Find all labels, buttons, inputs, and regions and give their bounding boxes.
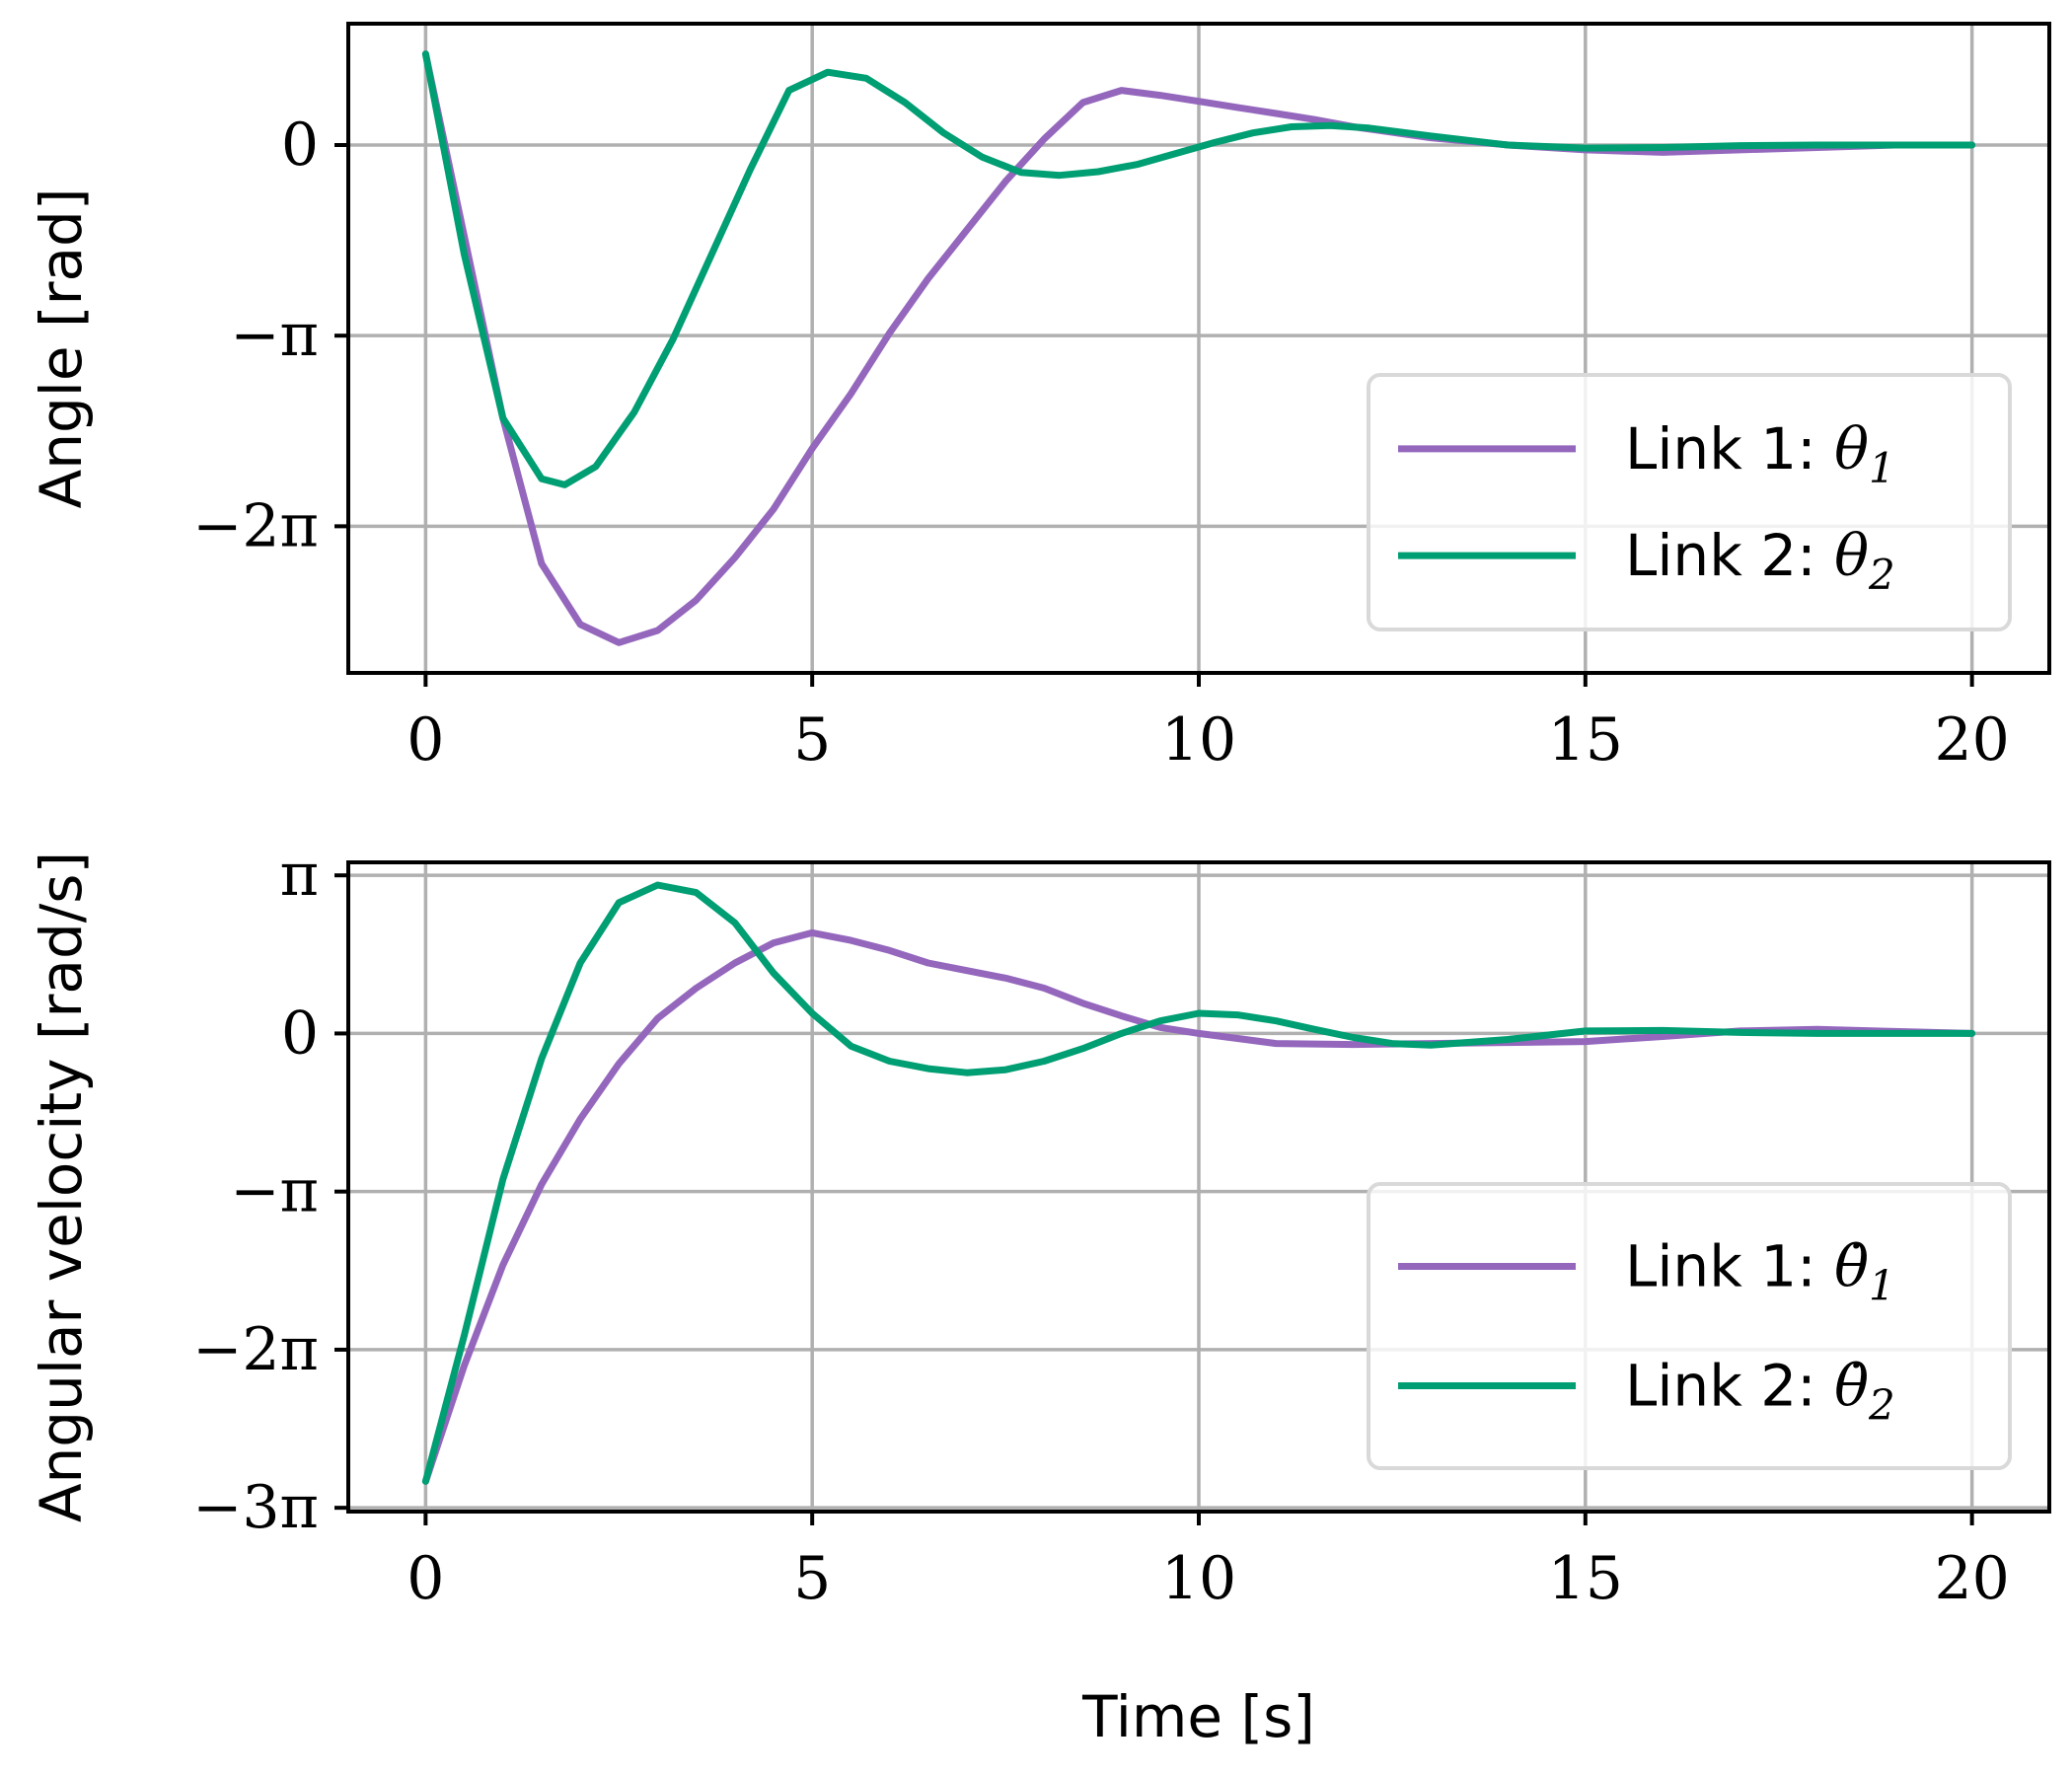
x-tick-label: 10: [1161, 705, 1236, 775]
x-axis-label: Time [s]: [1081, 1683, 1315, 1750]
legend-subscript: 2: [1868, 551, 1895, 599]
legend-symbol: θ̇: [1834, 1352, 1869, 1419]
legend-label-link-2: Link 2: θ2: [1625, 522, 1895, 599]
x-tick-label: 10: [1161, 1544, 1236, 1613]
y-axis-label: Angular velocity [rad/s]: [28, 851, 95, 1522]
legend-label-link-1: Link 1: θ1: [1625, 415, 1895, 492]
x-tick-label: 15: [1548, 1544, 1623, 1613]
legend-box: [1367, 373, 2012, 631]
y-tick-label: −π: [230, 1157, 319, 1226]
y-tick-label: −3π: [192, 1473, 319, 1542]
legend-symbol: θ̇: [1834, 1233, 1869, 1300]
legend-subscript: 1: [1869, 444, 1895, 492]
legend-label-link-2: Link 2: θ̇2: [1625, 1352, 1895, 1429]
x-tick-label: 5: [793, 705, 831, 775]
x-tick-label: 15: [1548, 705, 1623, 775]
legend-label-text: Link 2:: [1625, 522, 1834, 589]
legend-symbol: θ: [1834, 522, 1869, 589]
legend-label-text: Link 1:: [1625, 1233, 1834, 1300]
series-group: [421, 50, 1976, 646]
legend-label-link-1: Link 1: θ̇1: [1625, 1233, 1895, 1310]
series-line-link-1: [421, 928, 1976, 1485]
legend-box: [1367, 1182, 2012, 1470]
x-tick-label: 0: [407, 705, 444, 775]
legend-subscript: 1: [1869, 1262, 1895, 1310]
legend-subscript: 2: [1868, 1380, 1895, 1429]
y-tick-label: −2π: [192, 1315, 319, 1384]
legend-label-text: Link 2:: [1625, 1352, 1834, 1419]
series-line-link-2: [421, 50, 1976, 488]
y-tick-label: 0: [281, 111, 319, 180]
angular-velocity-panel: 0 5 10 15 20 π 0 −π −2π −3π Angular velocity [rad/…: [28, 841, 2051, 1750]
x-tick-label: 0: [407, 1544, 444, 1613]
x-tick-label: 20: [1934, 1544, 2009, 1613]
series-group: [421, 881, 1976, 1485]
y-tick-label: π: [280, 841, 319, 910]
legend-label-text: Link 1:: [1625, 415, 1834, 482]
y-tick-label: 0: [281, 999, 319, 1068]
series-line-link-2: [421, 881, 1976, 1485]
y-tick-label: −2π: [192, 491, 319, 560]
x-tick-label: 20: [1934, 705, 2009, 775]
x-tick-label: 5: [793, 1544, 831, 1613]
y-tick-label: −π: [230, 301, 319, 370]
y-axis-label: Angle [rad]: [28, 188, 95, 509]
legend-symbol: θ: [1834, 415, 1869, 482]
